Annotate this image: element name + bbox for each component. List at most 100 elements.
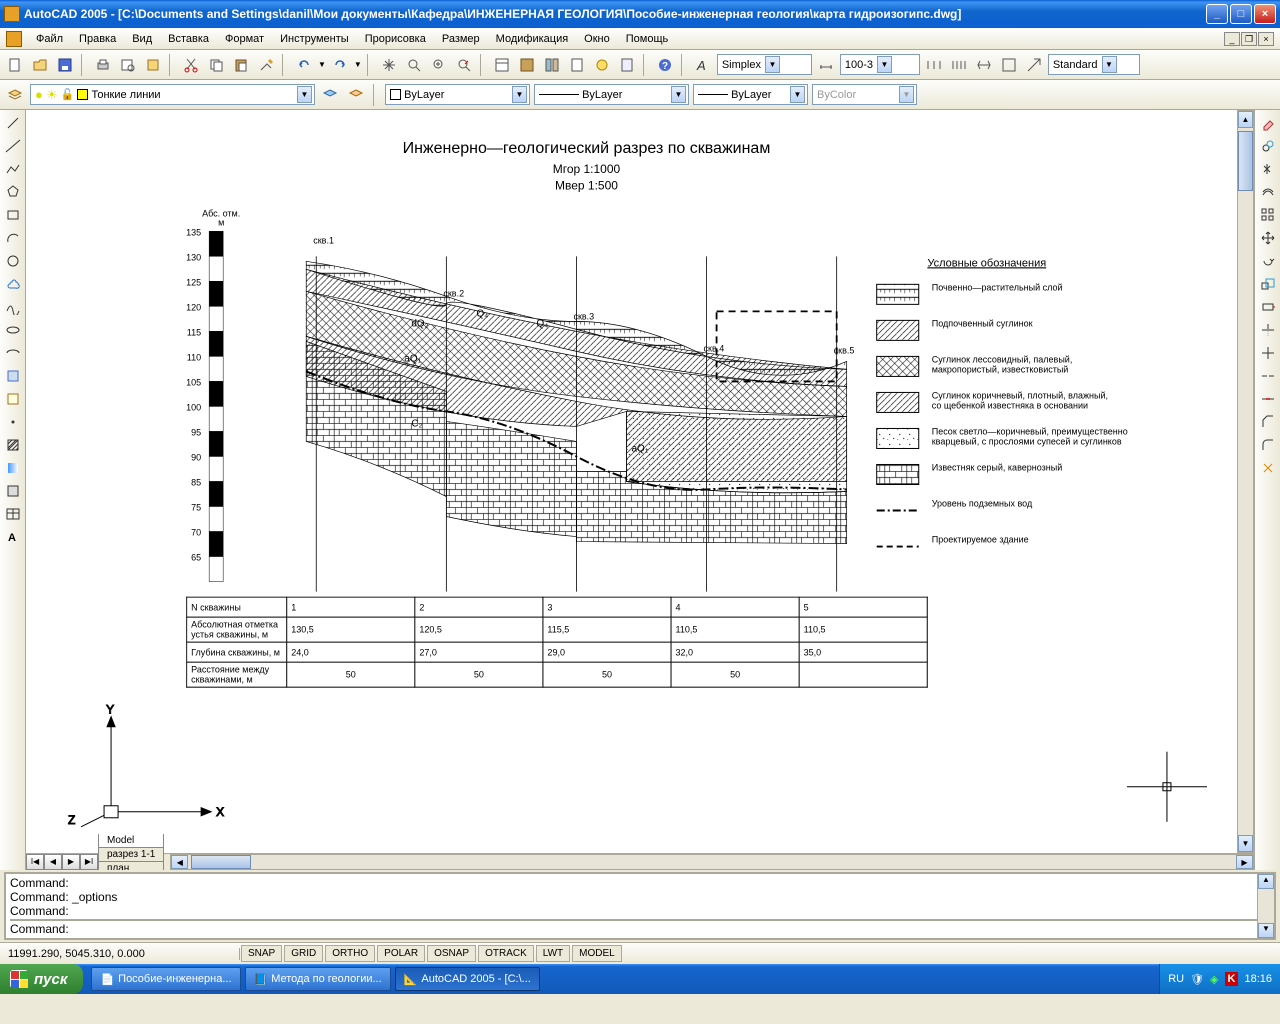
hatch-icon[interactable] <box>2 434 24 456</box>
menu-Инструменты[interactable]: Инструменты <box>272 31 357 47</box>
polygon-icon[interactable] <box>2 181 24 203</box>
mtext-icon[interactable]: A <box>2 526 24 548</box>
explode-icon[interactable] <box>1257 457 1279 479</box>
menu-Вставка[interactable]: Вставка <box>160 31 217 47</box>
copy-icon[interactable] <box>205 54 227 76</box>
rotate-icon[interactable] <box>1257 250 1279 272</box>
tablestyle-combo[interactable]: Standard▼ <box>1048 54 1140 75</box>
menu-Окно[interactable]: Окно <box>576 31 618 47</box>
tab-first[interactable]: I◀ <box>26 854 44 870</box>
clock[interactable]: 18:16 <box>1244 973 1272 985</box>
mirror-icon[interactable] <box>1257 158 1279 180</box>
status-osnap[interactable]: OSNAP <box>427 945 476 962</box>
line-icon[interactable] <box>2 112 24 134</box>
pan-icon[interactable] <box>378 54 400 76</box>
task-button[interactable]: 📄Пособие-инженерна... <box>91 967 240 991</box>
redo-icon[interactable] <box>329 54 351 76</box>
command-window[interactable]: Command: Command: _options Command: Comm… <box>4 872 1276 940</box>
tray-kaspersky-icon[interactable]: K <box>1225 972 1239 986</box>
revcloud-icon[interactable] <box>2 273 24 295</box>
maximize-button[interactable]: □ <box>1230 4 1252 24</box>
layout-tab[interactable]: план <box>98 862 164 870</box>
dim-combo[interactable]: 100-3▼ <box>840 54 920 75</box>
new-icon[interactable] <box>4 54 26 76</box>
dim2-icon[interactable] <box>948 54 970 76</box>
insert-icon[interactable] <box>2 365 24 387</box>
menu-Правка[interactable]: Правка <box>71 31 124 47</box>
extend-icon[interactable] <box>1257 342 1279 364</box>
zoom-prev-icon[interactable] <box>453 54 475 76</box>
system-tray[interactable]: RU 🛡 ◈ K 18:16 <box>1159 964 1280 994</box>
tab-prev[interactable]: ◀ <box>44 854 62 870</box>
fillet-icon[interactable] <box>1257 434 1279 456</box>
cut-icon[interactable] <box>180 54 202 76</box>
offset-icon[interactable] <box>1257 181 1279 203</box>
join-icon[interactable] <box>1257 388 1279 410</box>
preview-icon[interactable] <box>117 54 139 76</box>
menu-Помощь[interactable]: Помощь <box>618 31 677 47</box>
tab-next[interactable]: ▶ <box>62 854 80 870</box>
task-button[interactable]: 📐AutoCAD 2005 - [C:\... <box>395 967 540 991</box>
menu-Размер[interactable]: Размер <box>434 31 488 47</box>
table-icon[interactable] <box>2 503 24 525</box>
chamfer-icon[interactable] <box>1257 411 1279 433</box>
layer-states-icon[interactable] <box>345 84 367 106</box>
status-polar[interactable]: POLAR <box>377 945 425 962</box>
print-icon[interactable] <box>92 54 114 76</box>
stretch-icon[interactable] <box>1257 296 1279 318</box>
match-icon[interactable] <box>255 54 277 76</box>
point-icon[interactable] <box>2 411 24 433</box>
drawing-canvas[interactable]: Инженерно—геологический разрез по скважи… <box>26 110 1254 870</box>
region-icon[interactable] <box>2 480 24 502</box>
arc-icon[interactable] <box>2 227 24 249</box>
status-grid[interactable]: GRID <box>284 945 323 962</box>
textstyle-icon[interactable]: A <box>692 54 714 76</box>
properties-icon[interactable] <box>491 54 513 76</box>
undo-icon[interactable] <box>293 54 315 76</box>
minimize-button[interactable]: _ <box>1206 4 1228 24</box>
block-icon[interactable] <box>2 388 24 410</box>
paste-icon[interactable] <box>230 54 252 76</box>
menu-Модификация[interactable]: Модификация <box>488 31 577 47</box>
layer-mgr-icon[interactable] <box>4 84 26 106</box>
canvas-vscroll[interactable]: ▲ ▼ <box>1237 110 1254 853</box>
status-ortho[interactable]: ORTHO <box>325 945 375 962</box>
sheet-icon[interactable] <box>566 54 588 76</box>
ellipse-arc-icon[interactable] <box>2 342 24 364</box>
help-icon[interactable]: ? <box>654 54 676 76</box>
tab-last[interactable]: ▶I <box>80 854 98 870</box>
zoom-rt-icon[interactable] <box>403 54 425 76</box>
markup-icon[interactable] <box>591 54 613 76</box>
dc-icon[interactable] <box>516 54 538 76</box>
dim4-icon[interactable] <box>998 54 1020 76</box>
lang-indicator[interactable]: RU <box>1168 973 1184 985</box>
status-otrack[interactable]: OTRACK <box>478 945 534 962</box>
zoom-win-icon[interactable] <box>428 54 450 76</box>
spline-icon[interactable] <box>2 296 24 318</box>
mdi-restore[interactable]: ❐ <box>1241 32 1257 46</box>
dim3-icon[interactable] <box>973 54 995 76</box>
open-icon[interactable] <box>29 54 51 76</box>
trim-icon[interactable] <box>1257 319 1279 341</box>
ltype-combo[interactable]: ByLayer▼ <box>534 84 689 105</box>
layout-tab[interactable]: разрез 1-1 <box>98 848 164 862</box>
layer-combo[interactable]: ● ☀ 🔓 Тонкие линии▼ <box>30 84 315 105</box>
menu-Прорисовка[interactable]: Прорисовка <box>357 31 434 47</box>
break-icon[interactable] <box>1257 365 1279 387</box>
tray-icon[interactable]: 🛡 <box>1190 973 1204 986</box>
array-icon[interactable] <box>1257 204 1279 226</box>
font-combo[interactable]: Simplex▼ <box>717 54 812 75</box>
xline-icon[interactable] <box>2 135 24 157</box>
erase-icon[interactable] <box>1257 112 1279 134</box>
rect-icon[interactable] <box>2 204 24 226</box>
close-button[interactable]: × <box>1254 4 1276 24</box>
publish-icon[interactable] <box>142 54 164 76</box>
scale-icon[interactable] <box>1257 273 1279 295</box>
menu-Вид[interactable]: Вид <box>124 31 160 47</box>
pline-icon[interactable] <box>2 158 24 180</box>
calc-icon[interactable] <box>616 54 638 76</box>
status-model[interactable]: MODEL <box>572 945 622 962</box>
gradient-icon[interactable] <box>2 457 24 479</box>
status-lwt[interactable]: LWT <box>536 945 570 962</box>
color-combo[interactable]: ByLayer▼ <box>385 84 530 105</box>
